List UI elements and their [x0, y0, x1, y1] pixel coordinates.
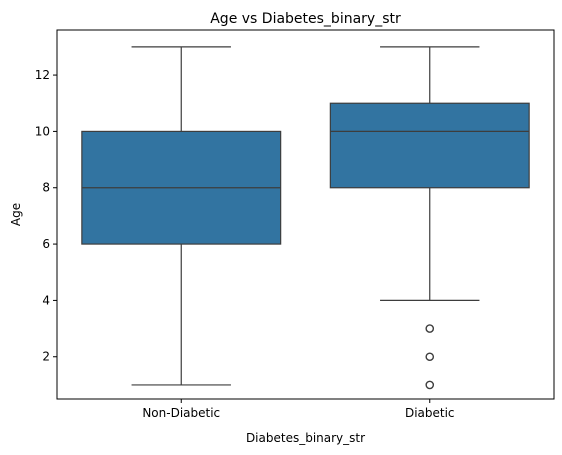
y-tick-label: 4	[42, 293, 50, 307]
box-group-0	[81, 46, 282, 386]
outlier-point	[425, 352, 435, 362]
outlier-point	[425, 324, 435, 333]
plot-area	[56, 29, 555, 400]
box	[329, 102, 530, 189]
y-tick-label: 12	[35, 68, 50, 82]
y-axis-label: Age	[9, 203, 23, 226]
x-tick-label: Diabetic	[405, 406, 455, 420]
box-group-1	[329, 46, 530, 390]
y-axis: 2 4 6 8 10 12	[35, 68, 57, 364]
x-tick-label: Non-Diabetic	[142, 406, 220, 420]
y-tick-label: 8	[42, 181, 50, 195]
chart-title: Age vs Diabetes_binary_str	[210, 11, 401, 27]
y-tick-label: 2	[42, 350, 50, 364]
y-tick-label: 10	[35, 124, 50, 138]
x-axis-label: Diabetes_binary_str	[246, 431, 365, 445]
plot-frame	[56, 29, 555, 400]
x-axis: Non-Diabetic Diabetic	[142, 399, 455, 420]
y-tick-label: 6	[42, 237, 50, 251]
outlier-point	[425, 380, 435, 390]
